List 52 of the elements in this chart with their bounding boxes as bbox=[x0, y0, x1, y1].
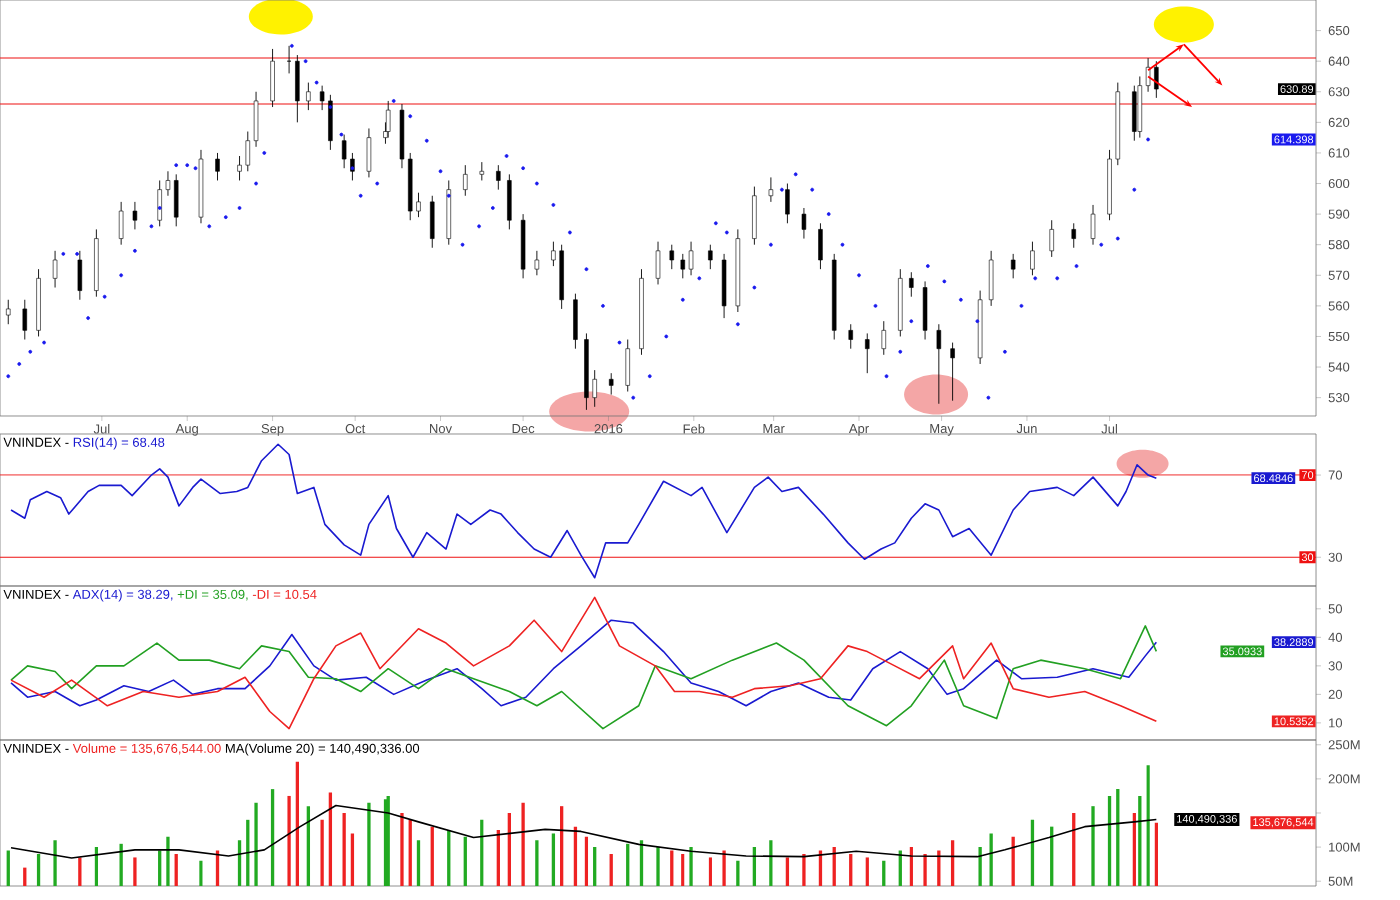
candlestick bbox=[1049, 219, 1054, 258]
candlestick bbox=[936, 323, 942, 405]
candlestick bbox=[768, 176, 774, 203]
candlestick bbox=[1030, 241, 1035, 276]
candlestick bbox=[680, 253, 686, 279]
candlestick bbox=[752, 186, 757, 246]
candlestick bbox=[507, 173, 512, 230]
candlestick bbox=[801, 207, 807, 240]
candlestick bbox=[1137, 76, 1143, 139]
candlestick bbox=[132, 201, 138, 230]
candlestick bbox=[1010, 253, 1016, 279]
candlestick bbox=[6, 299, 11, 325]
candlestick bbox=[785, 183, 790, 224]
candlestick bbox=[22, 299, 28, 340]
candlestick bbox=[430, 195, 435, 249]
candlestick bbox=[655, 241, 661, 285]
candlestick bbox=[950, 342, 955, 402]
candlestick bbox=[496, 164, 501, 191]
candlestick bbox=[77, 250, 83, 301]
candlestick bbox=[306, 82, 311, 111]
candlestick bbox=[608, 372, 614, 396]
candlestick bbox=[909, 271, 914, 298]
candlestick bbox=[52, 250, 58, 288]
candlestick bbox=[688, 241, 694, 276]
candlestick bbox=[295, 54, 300, 123]
candlestick bbox=[366, 128, 372, 178]
candlestick bbox=[818, 222, 823, 270]
candlestick bbox=[1090, 204, 1096, 246]
candlestick bbox=[848, 323, 853, 350]
candlestick bbox=[1154, 60, 1159, 99]
candlestick bbox=[881, 320, 886, 356]
candlestick bbox=[708, 244, 713, 270]
candlestick bbox=[534, 250, 540, 276]
candlestick bbox=[922, 280, 928, 340]
candlestick bbox=[328, 94, 333, 151]
candlestick bbox=[573, 293, 578, 350]
candlestick bbox=[341, 134, 347, 169]
line-series bbox=[10, 619, 1158, 707]
candlestick bbox=[625, 339, 630, 392]
candlestick bbox=[1071, 222, 1076, 249]
candlestick bbox=[721, 253, 727, 319]
candlestick bbox=[173, 173, 179, 227]
candlestick bbox=[1132, 85, 1137, 142]
candlestick bbox=[479, 161, 485, 181]
candlestick bbox=[270, 48, 275, 108]
candlestick bbox=[463, 164, 468, 197]
candlestick bbox=[118, 201, 124, 246]
candlestick bbox=[669, 244, 675, 270]
candlestick bbox=[215, 152, 220, 181]
candlestick bbox=[988, 250, 994, 307]
line-series bbox=[10, 625, 1158, 730]
candlestick bbox=[865, 332, 870, 374]
